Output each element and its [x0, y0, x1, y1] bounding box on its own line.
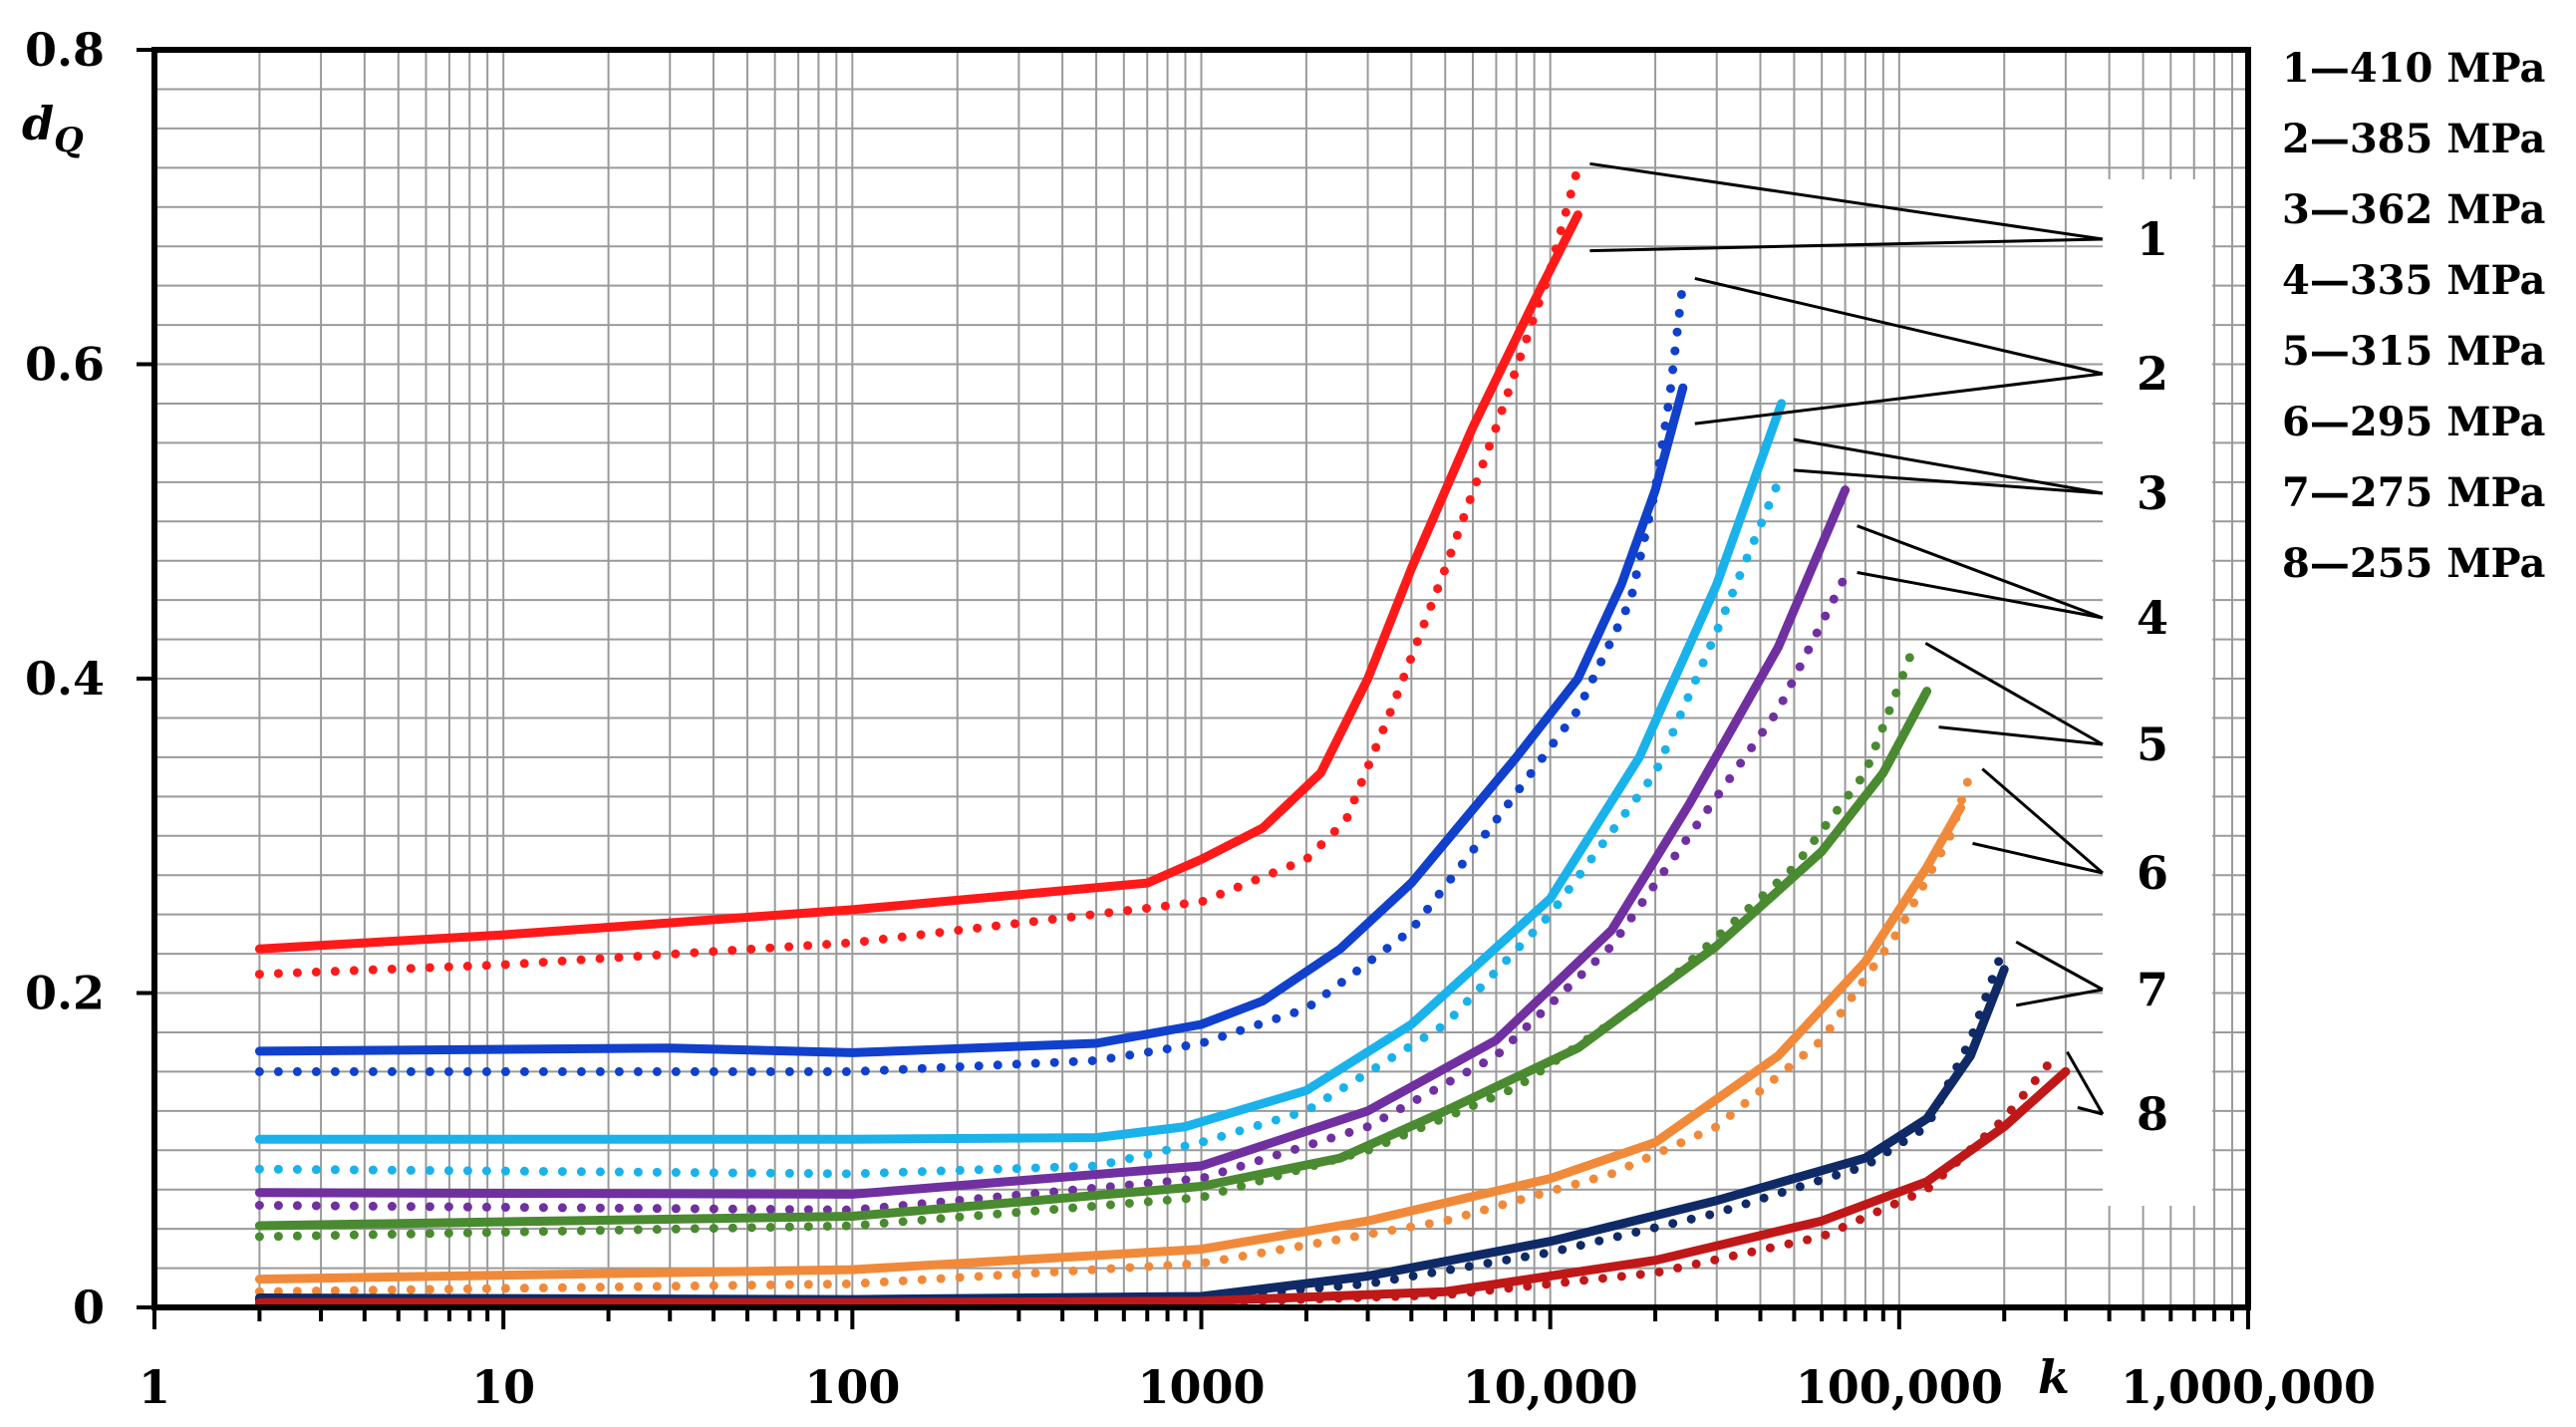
x-tick-label: 100	[804, 1360, 900, 1414]
leader-line-7	[2015, 988, 2104, 1007]
leader-line-1	[1589, 237, 2104, 253]
leader-line-6	[1981, 767, 2104, 875]
series-2-dotted-line	[254, 278, 1688, 1076]
series-4-dotted-line	[254, 572, 1851, 1215]
curve-label-1: 1	[2137, 212, 2168, 266]
legend: 1—410 MPa 2—385 MPa 3—362 MPa 4—335 MPa 5—31…	[2282, 45, 2545, 587]
x-tick-label: 100,000	[1796, 1360, 2003, 1414]
y-axis-label: dQ	[22, 97, 84, 160]
y-tick-label: 0.8	[25, 23, 105, 77]
curve-label-7: 7	[2137, 963, 2168, 1016]
legend-item-8: 8—255 MPa	[2282, 540, 2545, 587]
leader-line-4	[1857, 570, 2104, 620]
curve-label-5: 5	[2137, 717, 2168, 771]
x-tick-label: 1000	[1137, 1360, 1265, 1414]
curve-labels: 1 2 3 4 5 6 7 8	[2137, 212, 2168, 1141]
curve-label-3: 3	[2137, 466, 2168, 520]
series-8-solid-line	[254, 1066, 2071, 1307]
curve-label-8: 8	[2137, 1087, 2168, 1141]
leader-line-8	[2066, 1050, 2105, 1115]
x-tick-label: 10	[471, 1360, 535, 1414]
curve-label-4: 4	[2137, 591, 2168, 645]
legend-item-5: 5—315 MPa	[2282, 328, 2545, 375]
series-7-dotted-line	[254, 941, 2009, 1306]
series-8-dotted-line	[254, 1051, 2060, 1309]
curve-label-2: 2	[2137, 347, 2168, 401]
leader-line-1	[1589, 161, 2104, 241]
series-3-solid-line	[254, 399, 1787, 1144]
leader-line-6	[1972, 841, 2104, 875]
series-5-solid-line	[254, 687, 1932, 1231]
y-tick-label: 0.4	[25, 652, 105, 706]
legend-item-6: 6—295 MPa	[2282, 399, 2545, 445]
series-group	[254, 162, 2071, 1309]
series-2-solid-line	[254, 383, 1688, 1057]
leader-line-3	[1793, 468, 2104, 495]
leader-line-4	[1857, 524, 2104, 620]
x-tick-label: 1	[139, 1360, 170, 1414]
legend-item-7: 7—275 MPa	[2282, 469, 2545, 516]
series-6-solid-line	[254, 802, 1965, 1284]
legend-item-3: 3—362 MPa	[2282, 186, 2545, 233]
curve-label-6: 6	[2137, 846, 2168, 900]
legend-item-1: 1—410 MPa	[2282, 45, 2545, 92]
series-4-solid-line	[254, 485, 1851, 1199]
leader-lines	[1589, 161, 2105, 1116]
x-axis-label: k	[2038, 1350, 2070, 1404]
leader-line-5	[1924, 642, 2104, 746]
axes: 1 10 100 1000 10,000 100,000 1,000,000 0 0.2 0.4 0…	[22, 23, 2376, 1414]
leader-line-5	[1938, 725, 2104, 746]
leader-line-2	[1694, 372, 2104, 426]
y-tick-label: 0	[73, 1281, 105, 1334]
legend-item-2: 2—385 MPa	[2282, 116, 2545, 162]
x-tick-label: 10,000	[1463, 1360, 1638, 1414]
leader-line-7	[2015, 940, 2104, 992]
leader-line-8	[2077, 1105, 2104, 1116]
y-tick-label: 0.6	[25, 338, 105, 392]
series-1-solid-line	[254, 210, 1582, 954]
x-tick-label: 1,000,000	[2121, 1360, 2376, 1414]
series-6-dotted-line	[254, 768, 1975, 1296]
y-tick-label: 0.2	[25, 967, 105, 1020]
leader-line-3	[1793, 437, 2104, 495]
label-column-background	[2103, 179, 2212, 1206]
series-1-dotted-line	[254, 162, 1582, 980]
legend-item-4: 4—335 MPa	[2282, 257, 2545, 304]
series-3-dotted-line	[254, 469, 1787, 1179]
leader-line-2	[1694, 277, 2104, 376]
